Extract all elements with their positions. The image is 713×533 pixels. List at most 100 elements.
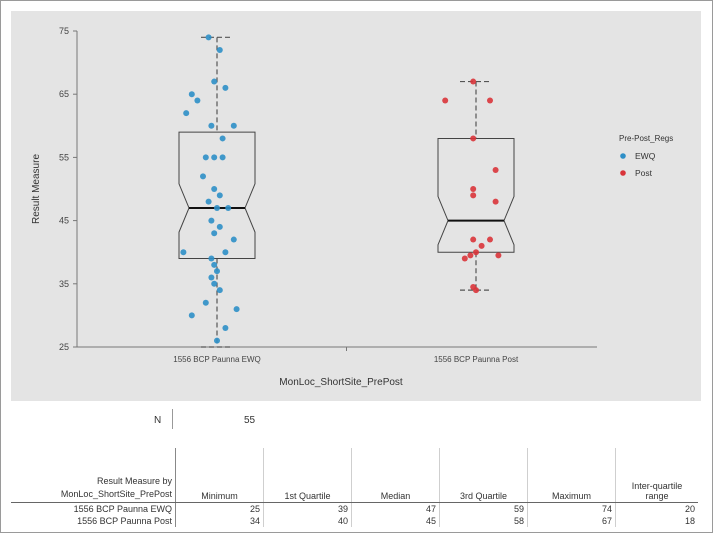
table-cell: 20 — [615, 502, 698, 515]
table-cell: 34 — [175, 515, 264, 527]
data-point — [211, 261, 218, 268]
data-point — [222, 84, 229, 91]
box-body — [437, 137, 515, 253]
data-point — [473, 249, 479, 256]
data-point — [180, 249, 187, 256]
data-point — [492, 167, 499, 174]
table-cell: 40 — [263, 515, 352, 527]
data-point — [230, 122, 237, 129]
table-cell: 67 — [527, 515, 616, 527]
data-point — [467, 252, 474, 259]
table-header-row: Result Measure by MonLoc_ShortSite_PrePo… — [11, 448, 698, 503]
table-cell: 25 — [175, 502, 264, 515]
data-point — [208, 255, 215, 262]
boxplot-chart: 25 35 45 55 65 75 1556 BCP Paunna EWQ 1556 BCP … — [31, 26, 673, 388]
table-row: 1556 BCP Paunna Post 34 40 45 58 67 18 — [11, 515, 698, 527]
table-cell: 59 — [439, 502, 528, 515]
legend-marker — [620, 170, 626, 176]
column-header: Median — [351, 448, 440, 503]
table-cell: 47 — [351, 502, 440, 515]
legend-title: Pre-Post_Regs — [619, 134, 673, 143]
column-header: Inter-quartile range — [615, 448, 698, 503]
y-tick-label: 35 — [59, 279, 69, 289]
data-point — [478, 242, 485, 249]
data-point — [214, 337, 220, 344]
table-cell: 18 — [615, 515, 698, 527]
x-tick-label: 1556 BCP Paunna Post — [434, 355, 519, 364]
table-cell: 58 — [439, 515, 528, 527]
data-point — [470, 135, 477, 142]
data-point — [214, 268, 220, 275]
data-point — [208, 122, 215, 129]
row-name: 1556 BCP Paunna Post — [77, 516, 172, 526]
x-tick-label: 1556 BCP Paunna EWQ — [173, 355, 260, 364]
data-point — [487, 236, 493, 243]
data-point — [183, 110, 190, 117]
data-point — [211, 280, 218, 287]
data-point — [222, 325, 229, 332]
row-header: Result Measure by MonLoc_ShortSite_PrePo… — [11, 448, 176, 503]
data-point — [214, 204, 220, 211]
y-tick-label: 75 — [59, 26, 69, 36]
table-cell: 74 — [527, 502, 616, 515]
data-point — [202, 154, 209, 161]
data-point — [230, 236, 237, 243]
data-point — [219, 154, 226, 161]
data-point — [233, 306, 240, 313]
table-cell: 45 — [351, 515, 440, 527]
data-point — [211, 186, 218, 192]
data-point — [470, 78, 477, 85]
data-point — [473, 287, 479, 294]
data-point — [461, 255, 468, 262]
data-point — [492, 198, 499, 205]
data-point — [470, 186, 477, 192]
row-name: 1556 BCP Paunna EWQ — [73, 504, 172, 514]
y-tick-label: 65 — [59, 89, 69, 99]
column-header: Minimum — [175, 448, 264, 503]
box-body — [178, 131, 256, 260]
data-point — [208, 217, 215, 224]
column-header: 1st Quartile — [263, 448, 352, 503]
data-point — [222, 249, 229, 256]
data-point — [225, 204, 232, 211]
data-point — [216, 46, 223, 53]
data-point — [219, 135, 226, 142]
table-cell: 39 — [263, 502, 352, 515]
column-header: 3rd Quartile — [439, 448, 528, 503]
data-point — [202, 299, 209, 306]
data-point — [211, 154, 218, 161]
data-point — [200, 173, 206, 180]
y-tick-label: 55 — [59, 152, 69, 162]
table-row: 1556 BCP Paunna EWQ 25 39 47 59 74 20 — [11, 502, 698, 515]
data-point — [216, 223, 223, 230]
data-point — [470, 192, 477, 199]
data-point — [470, 236, 477, 243]
n-label: N — [154, 415, 162, 426]
data-point — [205, 198, 212, 205]
chart-area: 25 35 45 55 65 75 1556 BCP Paunna EWQ 1556 BCP … — [11, 11, 701, 401]
column-header: Maximum — [527, 448, 616, 503]
n-separator — [172, 409, 173, 429]
x-axis-title: MonLoc_ShortSite_PrePost — [279, 377, 403, 388]
n-value: 55 — [244, 415, 256, 426]
data-point — [216, 287, 223, 294]
y-axis-title: Result Measure — [31, 154, 42, 224]
data-point — [487, 97, 493, 104]
data-point — [188, 312, 195, 319]
y-tick-label: 45 — [59, 216, 69, 226]
data-point — [216, 192, 223, 199]
data-point — [211, 230, 218, 237]
data-point — [208, 274, 215, 281]
legend-label: EWQ — [635, 151, 656, 161]
legend-marker — [620, 153, 626, 159]
data-point — [205, 34, 212, 41]
data-point — [188, 91, 195, 98]
data-point — [211, 78, 218, 85]
data-point — [442, 97, 449, 104]
y-tick-label: 25 — [59, 342, 69, 352]
data-point — [194, 97, 201, 104]
summary-table: Result Measure by MonLoc_ShortSite_PrePo… — [11, 448, 698, 527]
data-point — [495, 252, 502, 259]
legend-label: Post — [635, 168, 653, 178]
